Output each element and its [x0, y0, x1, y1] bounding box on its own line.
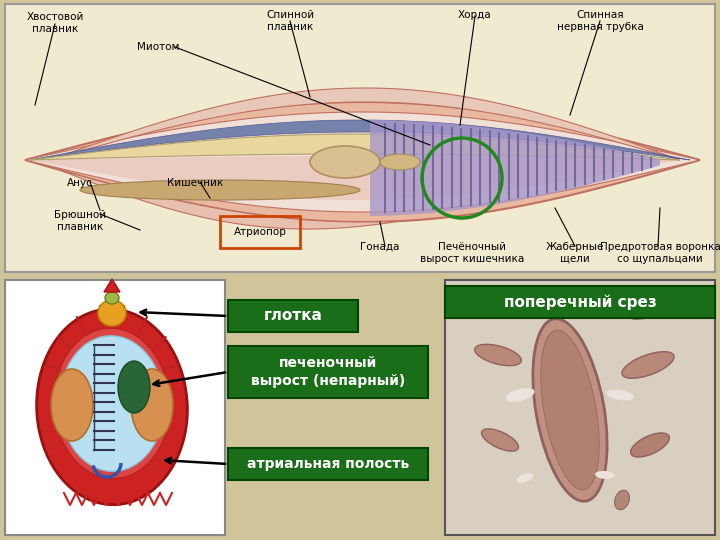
Ellipse shape [482, 429, 518, 451]
Text: Миотом: Миотом [137, 42, 179, 52]
Ellipse shape [105, 292, 119, 304]
Polygon shape [25, 112, 700, 212]
Ellipse shape [595, 471, 615, 479]
Polygon shape [60, 170, 400, 229]
Ellipse shape [51, 369, 93, 441]
Ellipse shape [475, 298, 505, 312]
Ellipse shape [516, 473, 534, 483]
Polygon shape [370, 120, 660, 216]
Polygon shape [60, 336, 164, 471]
Ellipse shape [631, 294, 649, 306]
Ellipse shape [380, 154, 420, 170]
FancyBboxPatch shape [228, 448, 428, 480]
Text: Спинной
плавник: Спинной плавник [266, 10, 314, 32]
Ellipse shape [533, 307, 557, 317]
Ellipse shape [118, 361, 150, 413]
Text: Брюшной
плавник: Брюшной плавник [54, 210, 106, 232]
Ellipse shape [631, 433, 670, 457]
Text: Хорда: Хорда [458, 10, 492, 20]
Ellipse shape [606, 389, 634, 401]
Text: Печёночный
вырост кишечника: Печёночный вырост кишечника [420, 242, 524, 264]
Polygon shape [30, 134, 680, 160]
Polygon shape [30, 156, 680, 200]
Ellipse shape [534, 292, 546, 308]
Ellipse shape [626, 301, 663, 319]
Ellipse shape [131, 369, 173, 441]
FancyBboxPatch shape [228, 300, 358, 332]
Polygon shape [30, 120, 690, 160]
FancyBboxPatch shape [228, 346, 428, 398]
Text: Предротовая воронка
со щупальцами: Предротовая воронка со щупальцами [600, 242, 720, 264]
Ellipse shape [310, 146, 380, 178]
Ellipse shape [98, 300, 126, 326]
Text: печеночный
вырост (непарный): печеночный вырост (непарный) [251, 356, 405, 388]
Text: поперечный срез: поперечный срез [503, 294, 657, 310]
Polygon shape [25, 102, 700, 222]
Polygon shape [104, 279, 120, 292]
Text: Спинная
нервная трубка: Спинная нервная трубка [557, 10, 644, 32]
Ellipse shape [505, 388, 534, 402]
Ellipse shape [533, 319, 607, 501]
FancyBboxPatch shape [445, 286, 715, 318]
FancyBboxPatch shape [445, 280, 715, 535]
Ellipse shape [80, 180, 360, 200]
Text: Атриопор: Атриопор [233, 227, 287, 237]
Text: Хвостовой
плавник: Хвостовой плавник [27, 12, 84, 33]
Ellipse shape [622, 352, 674, 379]
Text: атриальная полость: атриальная полость [247, 457, 409, 471]
Ellipse shape [474, 345, 521, 366]
Text: Жаберные
щели: Жаберные щели [546, 242, 604, 264]
Ellipse shape [615, 490, 629, 510]
Text: Анус: Анус [67, 178, 93, 188]
FancyBboxPatch shape [5, 280, 225, 535]
Ellipse shape [541, 330, 599, 490]
FancyBboxPatch shape [5, 4, 715, 272]
Text: Гонада: Гонада [360, 242, 400, 252]
Text: Кишечник: Кишечник [167, 178, 223, 188]
Text: глотка: глотка [264, 308, 323, 323]
Polygon shape [54, 328, 170, 478]
Polygon shape [50, 88, 680, 160]
Polygon shape [37, 309, 187, 505]
